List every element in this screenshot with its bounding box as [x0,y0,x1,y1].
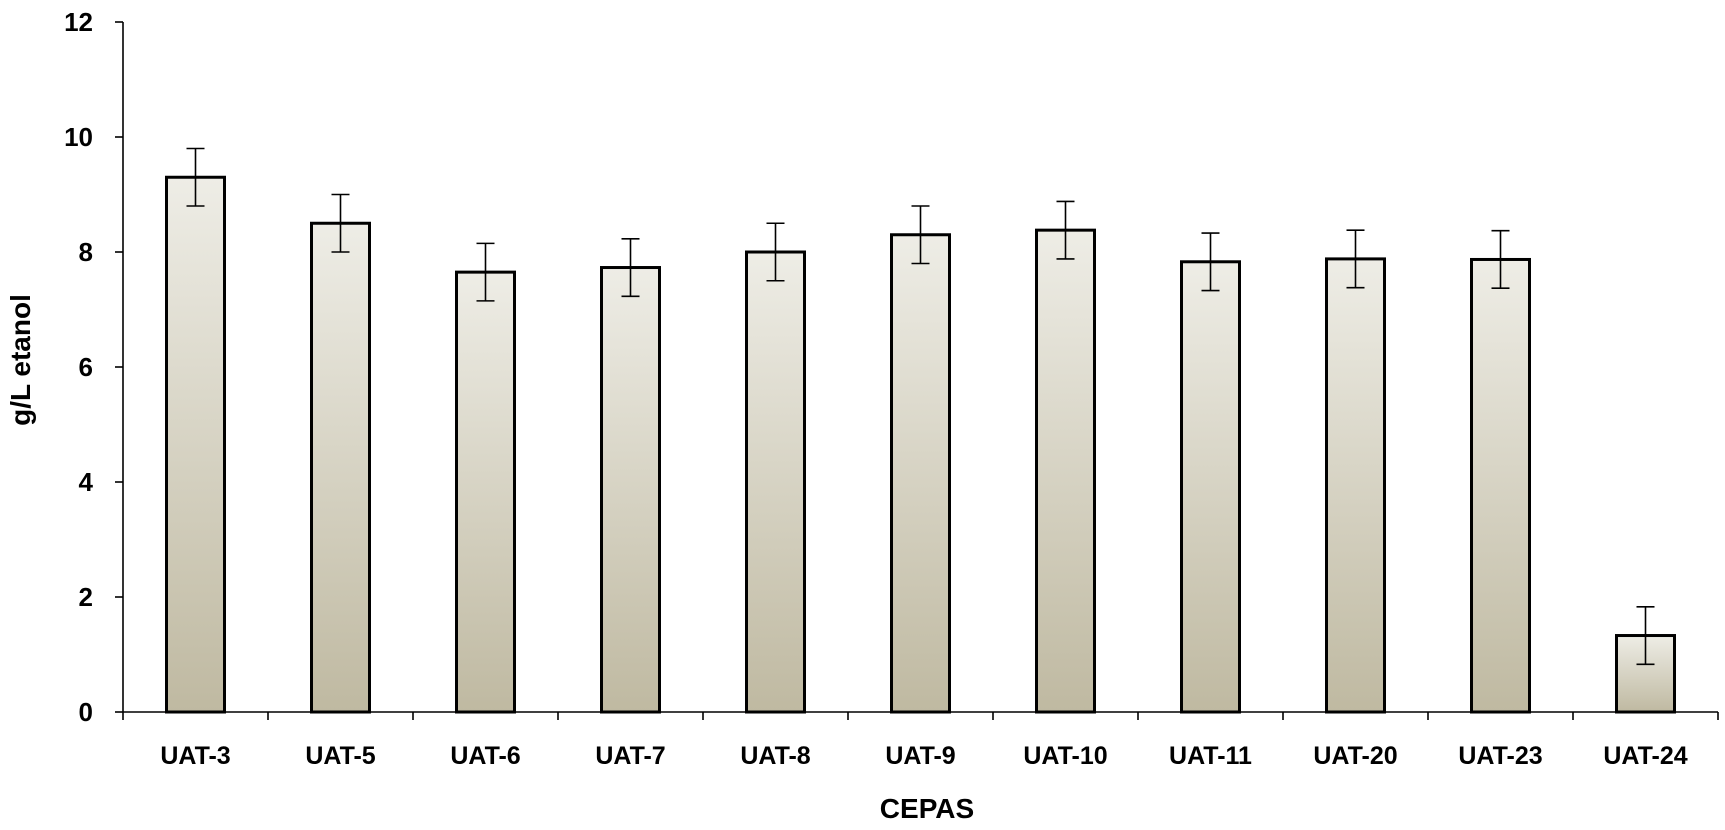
y-tick-label: 12 [64,7,93,37]
y-tick-label: 4 [79,467,94,497]
error-bar-uat-8 [766,222,785,282]
x-tick-label: UAT-24 [1603,742,1687,770]
x-tick-label: UAT-3 [160,742,230,770]
y-tick-label: 6 [79,352,93,382]
x-tick-label: UAT-8 [740,742,810,770]
bar-uat-5 [310,221,371,714]
x-tick-label: UAT-11 [1169,742,1252,770]
error-bar-uat-20 [1346,229,1365,289]
error-bar-uat-11 [1201,232,1220,292]
bar-uat-7 [600,266,661,714]
bar-uat-23 [1470,257,1531,714]
error-bar-uat-10 [1056,200,1075,260]
x-tick-label: UAT-5 [305,742,375,770]
x-axis-title: CEPAS [880,793,974,824]
x-tick-label: UAT-7 [595,742,665,770]
bars-layer [165,147,1676,714]
y-tick-label: 10 [64,122,93,152]
bar-uat-10 [1035,228,1096,714]
axes: UAT-3 UAT-5 UAT-6 UAT-7 UAT-8 UAT-9 UAT-10 UAT-… [64,7,1719,770]
x-tick-label: UAT-20 [1313,742,1397,770]
bar-uat-8 [745,250,806,714]
y-tick-label: 2 [79,582,93,612]
y-tick-label: 8 [79,237,93,267]
bar-uat-9 [890,233,951,714]
bar-uat-11 [1180,260,1241,714]
bar-uat-6 [455,270,516,714]
error-bar-uat-6 [476,242,495,302]
error-bar-uat-9 [911,205,930,265]
x-tick-label: UAT-6 [450,742,520,770]
y-tick-label: 0 [79,697,93,727]
x-tick-label: UAT-23 [1458,742,1542,770]
x-tick-label: UAT-10 [1023,742,1107,770]
error-bar-uat-3 [186,147,205,207]
error-bar-uat-23 [1491,229,1510,290]
bar-uat-3 [165,175,226,714]
x-tick-label: UAT-9 [885,742,955,770]
bar-uat-20 [1325,257,1386,714]
error-bar-uat-7 [621,237,640,298]
y-axis-title: g/L etanol [5,294,36,426]
error-bar-uat-24 [1636,605,1655,666]
error-bar-uat-5 [331,193,350,253]
